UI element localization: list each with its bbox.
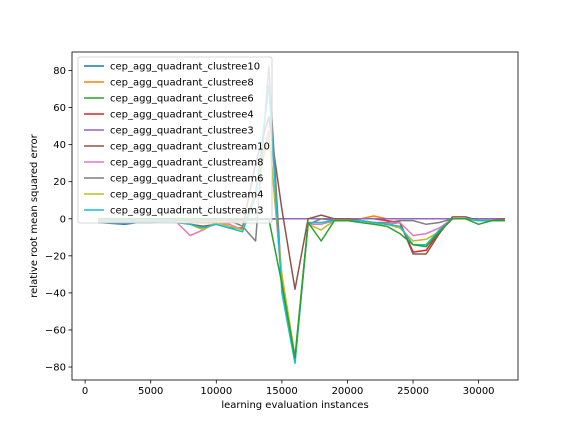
y-axis: −80 −60 −40 −20 0 20 40 60 80 bbox=[45, 66, 72, 374]
legend-label: cep_agg_quadrant_clustree8 bbox=[110, 78, 254, 89]
legend-label: cep_agg_quadrant_clustream10 bbox=[110, 142, 270, 153]
x-tick-label: 25000 bbox=[397, 386, 429, 397]
legend-label: cep_agg_quadrant_clustream3 bbox=[110, 206, 264, 217]
x-axis: 0 5000 10000 15000 20000 25000 30000 bbox=[82, 380, 495, 397]
x-tick-label: 20000 bbox=[332, 386, 364, 397]
y-tick-label: 0 bbox=[60, 214, 66, 225]
y-tick-label: 40 bbox=[53, 140, 66, 151]
legend: cep_agg_quadrant_clustree10 cep_agg_quadr… bbox=[77, 56, 273, 224]
y-tick-label: 20 bbox=[53, 177, 66, 188]
legend-label: cep_agg_quadrant_clustree3 bbox=[110, 126, 254, 137]
y-axis-label: relative root mean squared error bbox=[29, 133, 40, 297]
y-tick-label: −20 bbox=[45, 251, 66, 262]
x-tick-label: 10000 bbox=[200, 386, 232, 397]
y-tick-label: 60 bbox=[53, 103, 66, 114]
y-tick-label: −40 bbox=[45, 288, 66, 299]
x-tick-label: 5000 bbox=[138, 386, 163, 397]
x-tick-label: 0 bbox=[82, 386, 88, 397]
legend-frame bbox=[77, 56, 273, 224]
legend-label: cep_agg_quadrant_clustree10 bbox=[110, 62, 260, 73]
y-tick-label: 80 bbox=[53, 66, 66, 77]
x-tick-label: 30000 bbox=[463, 386, 495, 397]
legend-label: cep_agg_quadrant_clustream6 bbox=[110, 174, 264, 185]
x-axis-label: learning evaluation instances bbox=[221, 400, 368, 411]
legend-label: cep_agg_quadrant_clustream8 bbox=[110, 158, 264, 169]
legend-label: cep_agg_quadrant_clustree6 bbox=[110, 94, 254, 105]
legend-label: cep_agg_quadrant_clustree4 bbox=[110, 110, 254, 121]
plot-frame bbox=[71, 51, 519, 381]
y-tick-label: −60 bbox=[45, 325, 66, 336]
y-tick-label: −80 bbox=[45, 363, 66, 374]
legend-label: cep_agg_quadrant_clustream4 bbox=[110, 190, 264, 201]
x-tick-label: 15000 bbox=[266, 386, 298, 397]
